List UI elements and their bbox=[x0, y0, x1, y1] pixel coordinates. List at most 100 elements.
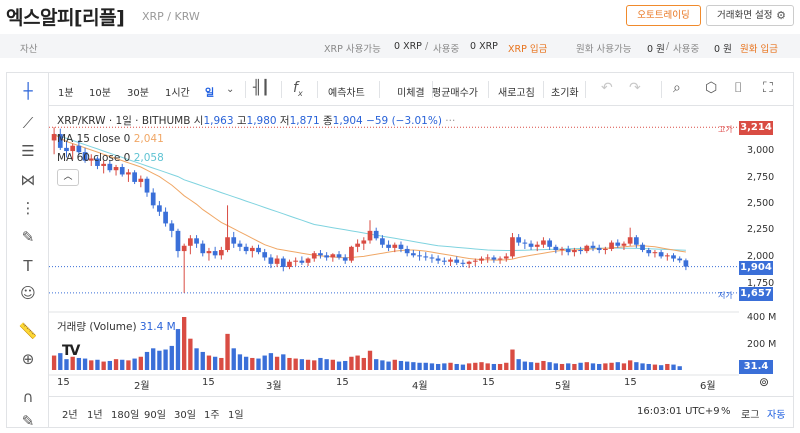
emoji-icon[interactable]: ☺ bbox=[20, 284, 36, 302]
quick-search-icon[interactable]: ⌕ bbox=[673, 80, 681, 96]
range-1w[interactable]: 1주 bbox=[204, 410, 220, 421]
candle-body bbox=[243, 246, 249, 252]
time-tick: 15 bbox=[57, 377, 70, 388]
prediction-chart-button[interactable]: 예측차트 bbox=[328, 88, 365, 99]
volume-bar bbox=[182, 317, 187, 370]
range-180d[interactable]: 180일 bbox=[111, 410, 140, 421]
refresh-button[interactable]: 새로고침 bbox=[498, 88, 535, 99]
reset-button[interactable]: 초기화 bbox=[551, 88, 579, 99]
candle-body bbox=[287, 261, 292, 268]
candle-body bbox=[367, 230, 373, 241]
divider bbox=[543, 81, 544, 98]
candle-body bbox=[237, 243, 243, 247]
log-toggle[interactable]: 로그 bbox=[741, 410, 760, 421]
fullscreen-icon[interactable]: ⛶ bbox=[763, 80, 773, 96]
magnet-icon[interactable]: ∩ bbox=[22, 388, 34, 406]
volume-bar bbox=[584, 362, 589, 370]
brush-icon[interactable]: ✎ bbox=[21, 228, 35, 246]
candle-body bbox=[194, 238, 199, 244]
low-price-tag: 1,657 bbox=[739, 287, 773, 301]
interval-1d[interactable]: 일 bbox=[205, 88, 215, 99]
pattern-icon[interactable]: ⋈ bbox=[20, 171, 36, 189]
candle-body bbox=[417, 255, 422, 257]
volume-bar bbox=[206, 355, 212, 370]
zoom-in-icon[interactable]: ⊕ bbox=[21, 350, 35, 368]
range-90d[interactable]: 90일 bbox=[144, 410, 166, 421]
candle-body bbox=[169, 223, 175, 231]
candle-body bbox=[101, 163, 107, 166]
candle-style-icon[interactable]: ╢┃ bbox=[253, 80, 270, 96]
open-orders-button[interactable]: 미체결 bbox=[397, 88, 425, 99]
trend-line-icon[interactable]: ⟋ bbox=[22, 114, 34, 132]
open-value: 1,963 bbox=[203, 115, 234, 127]
interval-30m[interactable]: 30분 bbox=[127, 88, 149, 99]
volume-bar bbox=[398, 360, 404, 370]
candle-body bbox=[441, 260, 447, 262]
prediction-icon[interactable]: ⋮ bbox=[20, 199, 36, 217]
screen-settings-label: 거래화면 설정 bbox=[717, 10, 773, 21]
candle-body bbox=[305, 258, 311, 263]
krw-deposit-link[interactable]: 원화 입금 bbox=[740, 44, 778, 55]
volume-bar bbox=[597, 363, 602, 370]
text-icon[interactable]: T bbox=[23, 257, 33, 275]
interval-10m[interactable]: 10분 bbox=[89, 88, 111, 99]
ruler-icon[interactable]: 📏 bbox=[18, 322, 38, 340]
volume-bar bbox=[522, 361, 528, 370]
undo-icon[interactable]: ↶ bbox=[601, 80, 613, 96]
slash-separator: / bbox=[425, 41, 429, 52]
interval-1h[interactable]: 1시간 bbox=[165, 88, 190, 99]
camera-icon[interactable]: ⌷ bbox=[734, 80, 743, 96]
volume-bar bbox=[243, 356, 249, 370]
candle-body bbox=[658, 252, 664, 257]
range-2y[interactable]: 2년 bbox=[62, 410, 78, 421]
percent-toggle[interactable]: % bbox=[721, 406, 731, 417]
krw-in-use-value: 0 원 bbox=[714, 44, 732, 55]
indicators-icon[interactable]: fx bbox=[293, 80, 303, 98]
candle-body bbox=[95, 158, 100, 166]
screen-settings-button[interactable]: 거래화면 설정 ⚙ bbox=[706, 5, 794, 26]
candle-body bbox=[522, 242, 528, 244]
crosshair-icon[interactable]: ┼ bbox=[23, 82, 33, 100]
interval-1m[interactable]: 1분 bbox=[58, 88, 74, 99]
volume-bar bbox=[677, 366, 682, 370]
range-1y[interactable]: 1년 bbox=[87, 410, 103, 421]
collapse-legend-button[interactable]: ︿ bbox=[57, 169, 79, 186]
volume-bar bbox=[528, 362, 534, 370]
volume-bar bbox=[157, 350, 162, 370]
xrp-deposit-link[interactable]: XRP 입금 bbox=[508, 44, 548, 55]
candle-body bbox=[615, 242, 621, 246]
candle-body bbox=[373, 230, 379, 239]
candle-body bbox=[677, 258, 683, 261]
volume-bar bbox=[175, 329, 181, 370]
volume-bar bbox=[120, 359, 125, 370]
time-tick: 15 bbox=[624, 377, 637, 388]
price-chart[interactable] bbox=[49, 107, 739, 397]
auto-trade-button[interactable]: 오토트레이딩 bbox=[626, 5, 701, 26]
candle-body bbox=[76, 145, 82, 153]
candle-body bbox=[349, 246, 354, 261]
volume-bar bbox=[194, 348, 199, 370]
avg-buy-price-button[interactable]: 평균매수가 bbox=[432, 88, 478, 99]
open-label: 시 bbox=[193, 115, 204, 127]
volume-bar bbox=[318, 357, 323, 370]
candle-body bbox=[150, 192, 156, 206]
auto-toggle[interactable]: 자동 bbox=[767, 410, 786, 421]
volume-bar bbox=[454, 363, 459, 370]
fib-levels-icon[interactable]: ☰ bbox=[21, 142, 35, 160]
range-30d[interactable]: 30일 bbox=[174, 410, 196, 421]
divider bbox=[661, 81, 662, 98]
chevron-down-icon[interactable]: ⌄ bbox=[226, 84, 235, 95]
settings-hex-icon[interactable]: ⬡ bbox=[705, 80, 718, 96]
volume-bar bbox=[188, 338, 193, 370]
volume-bar bbox=[504, 362, 509, 370]
time-tick: 6월 bbox=[700, 381, 716, 392]
candle-body bbox=[119, 167, 125, 175]
goto-settings-icon[interactable]: ⊚ bbox=[759, 375, 770, 389]
range-1d[interactable]: 1일 bbox=[228, 410, 244, 421]
more-icon[interactable]: ··· bbox=[445, 115, 456, 127]
volume-bar bbox=[429, 363, 435, 370]
redo-icon[interactable]: ↷ bbox=[629, 80, 641, 96]
low-label: 저 bbox=[279, 115, 290, 127]
divider bbox=[317, 81, 318, 98]
lock-icon[interactable]: ✎ bbox=[21, 412, 35, 430]
